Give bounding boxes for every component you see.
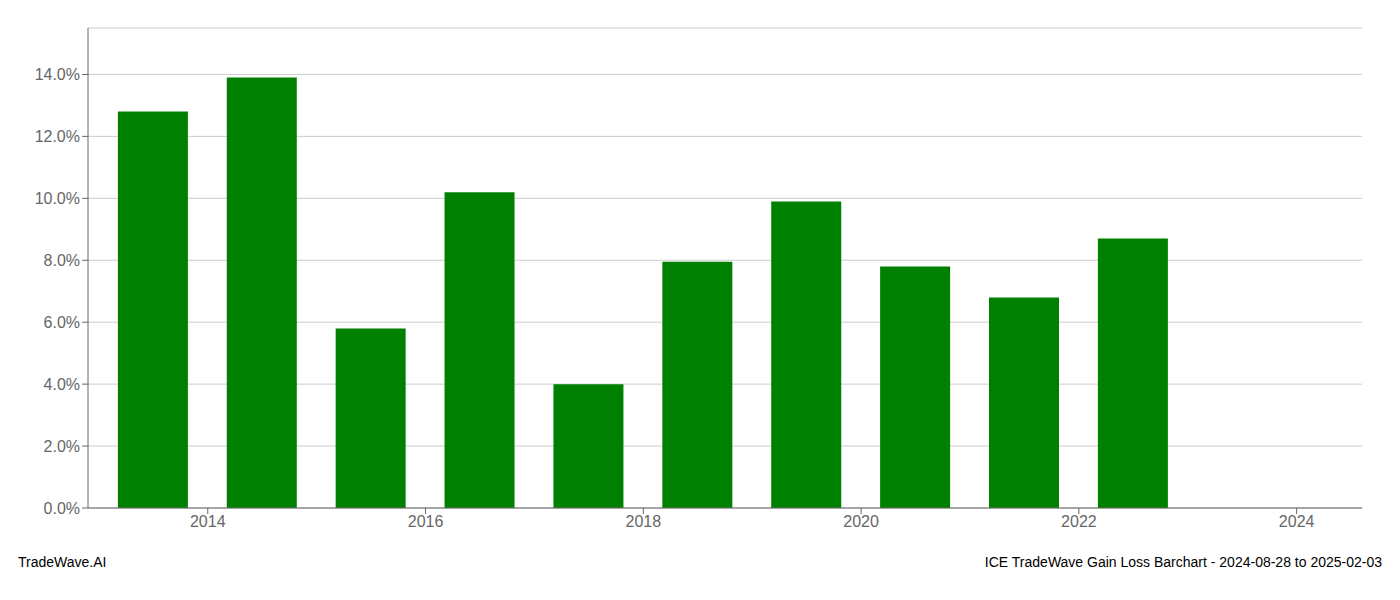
- svg-text:2016: 2016: [408, 513, 444, 530]
- svg-text:2020: 2020: [843, 513, 879, 530]
- svg-text:10.0%: 10.0%: [35, 190, 80, 207]
- html-text:TradeWave.AI: TradeWave.AI: [18, 554, 107, 570]
- svg-text:2024: 2024: [1279, 513, 1315, 530]
- svg-text:2022: 2022: [1061, 513, 1097, 530]
- svg-text:6.0%: 6.0%: [44, 314, 80, 331]
- svg-text:2.0%: 2.0%: [44, 438, 80, 455]
- svg-text:12.0%: 12.0%: [35, 128, 80, 145]
- svg-text:4.0%: 4.0%: [44, 376, 80, 393]
- html-text:ICE TradeWave Gain Loss Barcha: ICE TradeWave Gain Loss Barchart - 2024-…: [984, 554, 1382, 570]
- svg-text:2014: 2014: [190, 513, 226, 530]
- svg-text:0.0%: 0.0%: [44, 500, 80, 517]
- svg-text:8.0%: 8.0%: [44, 252, 80, 269]
- svg-text:14.0%: 14.0%: [35, 66, 80, 83]
- svg-text:2018: 2018: [626, 513, 662, 530]
